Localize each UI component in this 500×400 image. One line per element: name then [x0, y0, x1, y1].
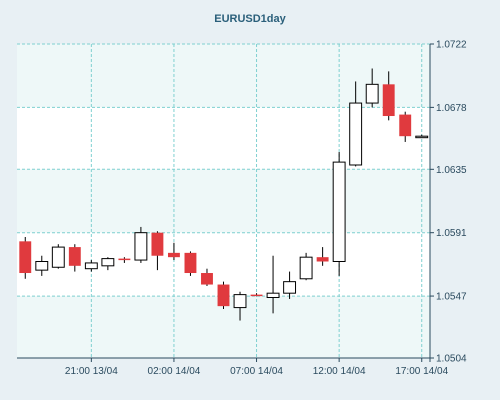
candle-body-bearish [201, 273, 213, 285]
candle-body-bearish [151, 232, 164, 256]
y-tick-label: 1.0591 [436, 228, 467, 239]
candle [35, 255, 49, 276]
horizontal-band [17, 44, 430, 108]
candle-body-bearish [184, 252, 197, 274]
x-axis-tick-labels: 21:00 13/04 02:00 14/04 07:00 14/04 12:00 1… [65, 358, 449, 377]
candle [349, 81, 363, 167]
candle [283, 271, 297, 299]
x-tick-label: 17:00 14/04 [395, 366, 448, 377]
x-tick-label: 02:00 14/04 [148, 366, 201, 377]
candle [365, 68, 379, 108]
candle [201, 268, 213, 286]
candle-body-bullish [283, 281, 297, 294]
x-tick-label: 07:00 14/04 [230, 366, 283, 377]
candles [19, 68, 429, 321]
candle [233, 291, 247, 321]
candle [382, 71, 395, 121]
y-tick-label: 1.0504 [436, 354, 467, 365]
candle [217, 281, 230, 310]
y-tick-label: 1.0635 [436, 165, 467, 176]
candle [316, 247, 329, 266]
candle-body-bearish [217, 284, 230, 307]
candle [167, 242, 180, 261]
candle [415, 134, 429, 139]
y-tick-label: 1.0547 [436, 292, 467, 303]
y-tick-label: 1.0722 [436, 40, 467, 51]
candle [399, 111, 412, 142]
plot-background [17, 44, 430, 358]
candle [51, 244, 65, 269]
horizontal-band [17, 169, 430, 233]
candle [266, 255, 280, 314]
candle-body-bullish [35, 260, 49, 271]
candle [184, 251, 197, 276]
candle-body-bearish [118, 258, 131, 261]
candle-body-bullish [415, 135, 429, 139]
candle-body-bullish [101, 258, 115, 267]
candle-body-bearish [382, 84, 395, 117]
candle-body-bullish [266, 292, 280, 299]
candle-body-bullish [134, 232, 148, 261]
candle-body-bearish [316, 257, 329, 262]
y-tick-label: 1.0678 [436, 103, 467, 114]
candle [19, 237, 32, 279]
candle [68, 244, 81, 272]
x-tick-label: 12:00 14/04 [313, 366, 366, 377]
candle-body-bullish [233, 294, 247, 309]
chart-title: EURUSD1day [214, 13, 286, 25]
candle [134, 226, 148, 263]
candle [250, 293, 263, 297]
candle-body-bearish [19, 241, 32, 274]
candle-body-bullish [349, 102, 363, 166]
candle-body-bearish [399, 114, 412, 137]
candle [101, 257, 115, 271]
candle [151, 231, 164, 271]
candle-body-bearish [167, 252, 180, 258]
candle-body-bearish [250, 294, 263, 297]
axes [17, 44, 431, 362]
candle-body-bullish [365, 83, 379, 104]
candle [332, 152, 346, 276]
candle [299, 252, 313, 281]
candle [84, 260, 98, 272]
candle-body-bullish [299, 256, 313, 280]
y-axis-tick-labels: 1.0722 1.0678 1.0635 1.0591 1.0547 1.0504 [430, 40, 467, 365]
candle-body-bullish [332, 161, 346, 262]
x-tick-label: 21:00 13/04 [65, 366, 118, 377]
candle [118, 257, 131, 263]
candle-body-bearish [68, 247, 81, 266]
candle-body-bullish [51, 246, 65, 268]
candle-body-bullish [84, 262, 98, 270]
